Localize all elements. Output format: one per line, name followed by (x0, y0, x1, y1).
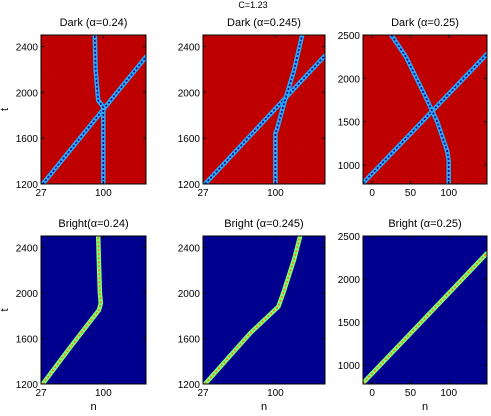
panel-grid: 27 100 1200 1600 2000 2400 Dark (α=0.24) t 27 100… (0, 17, 488, 413)
panel-1-ytick-label-3: 2000 (16, 88, 39, 99)
panel-5-xtick-label-1: 27 (197, 388, 209, 399)
panel-2-ytick-label-3: 2000 (178, 88, 201, 99)
panel-4-title: Bright(α=0.24) (58, 218, 128, 230)
panel-2-group: 27 100 1200 1600 2000 2400 Dark (α=0.245) (178, 17, 326, 199)
panel-5-group: 27 100 1200 1600 2000 2400 Bright (α=0.245) n (178, 218, 326, 413)
panel-1-trace-1-core (42, 56, 146, 184)
panel-2-traces (203, 35, 325, 184)
panel-3-axes-frame (362, 34, 488, 185)
panel-2-trace-2-core (274, 35, 303, 184)
panel-2-title: Dark (α=0.245) (227, 17, 301, 29)
panel-5-traces (203, 236, 303, 384)
panel-4-ytick-label-3: 2000 (16, 289, 39, 300)
panel-5-xtick-label-2: 100 (267, 388, 284, 399)
panel-3-group: 0 50 100 1000 1500 2000 2500 Dark (α=0.25) (338, 17, 488, 199)
panel-1-ytick-label-1: 1200 (16, 180, 39, 191)
panel-1-group: 27 100 1200 1600 2000 2400 Dark (α=0.24) t (0, 17, 147, 199)
panel-4-ytick-label-2: 1600 (16, 334, 39, 345)
figure-suptitle: C=1.23 (238, 0, 267, 10)
panel-1-ylabel: t (0, 108, 11, 111)
panel-5-heatmap-background (203, 236, 325, 384)
panel-3-trace-2-core (390, 35, 450, 184)
panel-2-ytick-label-4: 2400 (178, 42, 201, 53)
panel-3-traces (363, 35, 487, 184)
panel-1-axes-frame (40, 34, 147, 185)
panel-4-ytick-label-4: 2400 (16, 243, 39, 254)
panel-2-xtick-label-1: 27 (197, 188, 209, 199)
panel-4-xtick-label-2: 100 (95, 388, 112, 399)
panel-2-trace-1-core (204, 55, 325, 184)
panel-3-ytick-label-1: 1000 (338, 161, 361, 172)
panel-5-ytick-label-2: 1600 (178, 334, 201, 345)
panel-3-xtick-label-2: 50 (405, 188, 417, 199)
panel-1-trace-2-core (94, 35, 105, 184)
panel-4-group: 27 100 1200 1600 2000 2400 Bright(α=0.24) n t (0, 218, 147, 413)
panel-6-xtick-label-1: 0 (369, 388, 375, 399)
panel-6-traces (363, 250, 487, 384)
panel-4-xlabel: n (90, 401, 96, 413)
panel-4-traces (41, 236, 104, 384)
panel-3-xtick-label-3: 100 (440, 188, 457, 199)
panel-3-title: Dark (α=0.25) (391, 17, 459, 29)
panel-5-xlabel: n (261, 401, 267, 413)
panel-2-ytick-label-2: 1600 (178, 134, 201, 145)
panel-1-xtick-label-2: 100 (95, 188, 112, 199)
panel-6-xtick-label-2: 50 (405, 388, 417, 399)
panel-2-noise-texture (203, 35, 325, 184)
panel-4-trace-1-core (42, 236, 102, 384)
panel-4-ylabel: t (0, 308, 11, 311)
panel-6-group: 0 50 100 1000 1500 2000 2500 Bright (α=0.25) n (338, 218, 488, 413)
panel-6-ytick-label-3: 2000 (338, 275, 361, 286)
panel-6-xlabel: n (422, 401, 428, 413)
panel-6-title: Bright (α=0.25) (388, 218, 461, 230)
panel-3-ytick-label-2: 1500 (338, 118, 361, 129)
panel-4-axes-frame (40, 235, 147, 385)
panel-4-ytick-label-1: 1200 (16, 380, 39, 391)
panel-5-ytick-label-4: 2400 (178, 243, 201, 254)
panel-6-ytick-label-1: 1000 (338, 361, 361, 372)
panel-6-axes-frame (362, 235, 488, 385)
panel-3-xtick-label-1: 0 (369, 188, 375, 199)
panel-5-title: Bright (α=0.245) (224, 218, 303, 230)
panel-2-axes-frame (202, 34, 326, 185)
panel-3-ytick-label-3: 2000 (338, 74, 361, 85)
panel-1-xtick-label-1: 27 (35, 188, 47, 199)
panel-6-ytick-label-2: 1500 (338, 318, 361, 329)
panel-6-xtick-label-3: 100 (440, 388, 457, 399)
panel-4-xtick-label-1: 27 (35, 388, 47, 399)
panel-1-ytick-label-2: 1600 (16, 134, 39, 145)
panel-6-trace-1-core (363, 252, 487, 384)
panel-1-title: Dark (α=0.24) (60, 17, 128, 29)
panel-5-ytick-label-3: 2000 (178, 289, 201, 300)
panel-5-ytick-label-1: 1200 (178, 380, 201, 391)
panel-5-axes-frame (202, 235, 326, 385)
panel-5-trace-1-core (204, 236, 301, 384)
panel-1-traces (41, 35, 146, 184)
panel-3-trace-1-core (363, 53, 487, 184)
panel-2-xtick-label-2: 100 (267, 188, 284, 199)
panel-3-ytick-label-4: 2500 (338, 31, 361, 42)
panel-6-ytick-label-4: 2500 (338, 232, 361, 243)
panel-2-ytick-label-1: 1200 (178, 180, 201, 191)
panel-1-ytick-label-4: 2400 (16, 42, 39, 53)
